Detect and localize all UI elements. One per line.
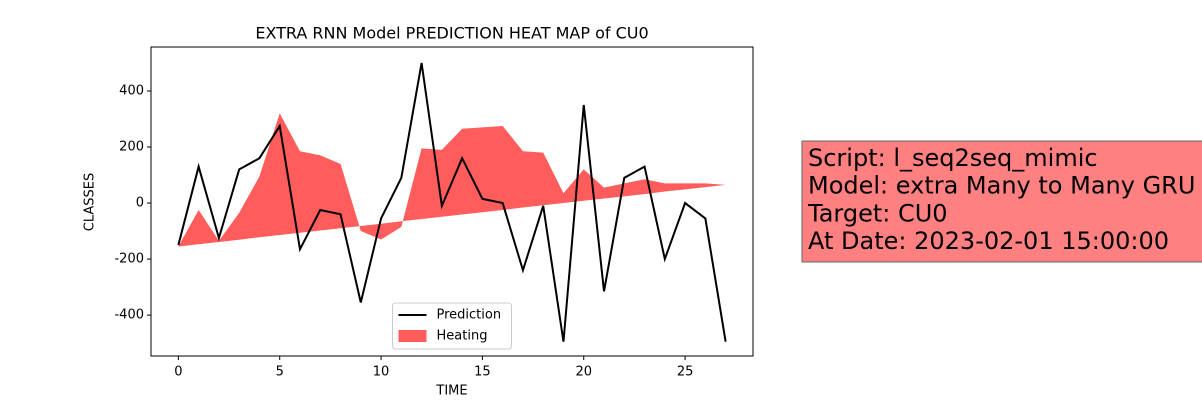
x-tick-label: 10 [373, 365, 390, 380]
chart-title: EXTRA RNN Model PREDICTION HEAT MAP of C… [255, 24, 648, 43]
x-tick-label: 25 [677, 365, 694, 380]
legend-swatch [398, 330, 427, 342]
y-tick-label: 0 [136, 196, 144, 211]
x-tick-label: 0 [174, 365, 182, 380]
y-tick-label: 400 [119, 83, 144, 98]
annotation-box [801, 140, 1202, 263]
annotation-line: At Date: 2023-02-01 15:00:00 [808, 227, 1169, 255]
annotation-line: Model: extra Many to Many GRU [808, 172, 1195, 200]
annotation-line: Script: l_seq2seq_mimic [808, 144, 1098, 172]
x-tick-label: 15 [474, 365, 491, 380]
y-tick-label: -400 [114, 308, 144, 323]
y-tick-label: 200 [119, 140, 144, 155]
prediction-line [177, 62, 727, 342]
legend-label: Heating [437, 329, 488, 344]
y-axis-label: CLASSES [83, 173, 98, 231]
y-tick-label: -200 [114, 252, 144, 267]
plot-frame [150, 46, 754, 357]
x-tick-label: 5 [276, 365, 284, 380]
legend-label: Prediction [437, 308, 502, 323]
x-tick-label: 20 [575, 365, 592, 380]
x-axis-label: TIME [435, 384, 467, 399]
annotation-line: Target: CU0 [807, 199, 948, 227]
